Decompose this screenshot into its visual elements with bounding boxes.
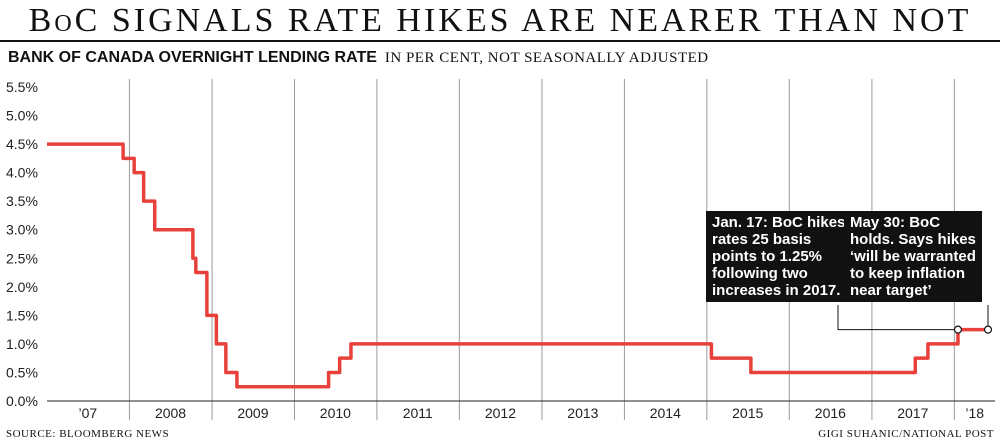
y-tick-label: 2.0% xyxy=(6,279,38,295)
annotation-may-30: May 30: BoC holds. Says hikes ‘will be w… xyxy=(844,211,982,302)
chart-subtitle-row: BANK OF CANADA OVERNIGHT LENDING RATE IN … xyxy=(8,49,709,67)
annotation-connector-jan-17 xyxy=(837,305,958,331)
x-tick-label: 2009 xyxy=(237,405,268,421)
chart-subtitle: BANK OF CANADA OVERNIGHT LENDING RATE xyxy=(8,49,377,66)
y-tick-label: 3.5% xyxy=(6,193,38,209)
annotation-connectors xyxy=(837,305,993,334)
y-tick-label: 4.5% xyxy=(6,136,38,152)
annotation-jan-17: Jan. 17: BoC hikes rates 25 basis points… xyxy=(706,211,852,302)
credit-note: GIGI SUHANIC/NATIONAL POST xyxy=(818,428,994,440)
annotation-marker-may-30 xyxy=(983,325,993,334)
y-tick-label: 1.5% xyxy=(6,307,38,323)
x-tick-label: ’18 xyxy=(965,405,984,421)
x-tick-label: 2014 xyxy=(650,405,681,421)
x-tick-label: 2012 xyxy=(485,405,516,421)
rate-series-line xyxy=(47,142,992,389)
x-tick-label: 2011 xyxy=(403,405,433,421)
y-tick-label: 1.0% xyxy=(6,336,38,352)
x-tick-label: 2010 xyxy=(320,405,351,421)
unit-note: IN PER CENT, NOT SEASONALLY ADJUSTED xyxy=(384,50,709,66)
y-tick-label: 3.0% xyxy=(6,222,38,238)
y-tick-label: 2.5% xyxy=(6,250,38,266)
x-tick-label: 2013 xyxy=(567,405,598,421)
x-tick-label: 2017 xyxy=(897,405,928,421)
y-tick-label: 0.0% xyxy=(6,393,38,409)
y-tick-label: 5.5% xyxy=(6,79,38,95)
grid-lines xyxy=(128,79,955,420)
y-tick-label: 5.0% xyxy=(6,108,38,124)
y-tick-labels: 0.0% 0.5% 1.0% 1.5% 2.0% 2.5% 3.0% 3.5% 4.0% 4.5%… xyxy=(6,79,38,409)
source-note: SOURCE: BLOOMBERG NEWS xyxy=(6,428,170,440)
y-tick-label: 0.5% xyxy=(6,364,38,380)
x-tick-labels: ’07 2008 2009 2010 2011 2012 2013 2014 2015 2016 2… xyxy=(79,405,985,421)
series-layer xyxy=(47,142,992,389)
top-rule xyxy=(0,40,1000,42)
annotation-marker-jan-17 xyxy=(953,325,963,334)
x-tick-label: 2008 xyxy=(155,405,186,421)
x-tick-label: 2016 xyxy=(815,405,846,421)
x-tick-label: 2015 xyxy=(732,405,763,421)
y-tick-label: 4.0% xyxy=(6,165,38,181)
x-tick-label: ’07 xyxy=(79,405,98,421)
headline: BoC SIGNALS RATE HIKES ARE NEARER THAN N… xyxy=(28,2,972,39)
